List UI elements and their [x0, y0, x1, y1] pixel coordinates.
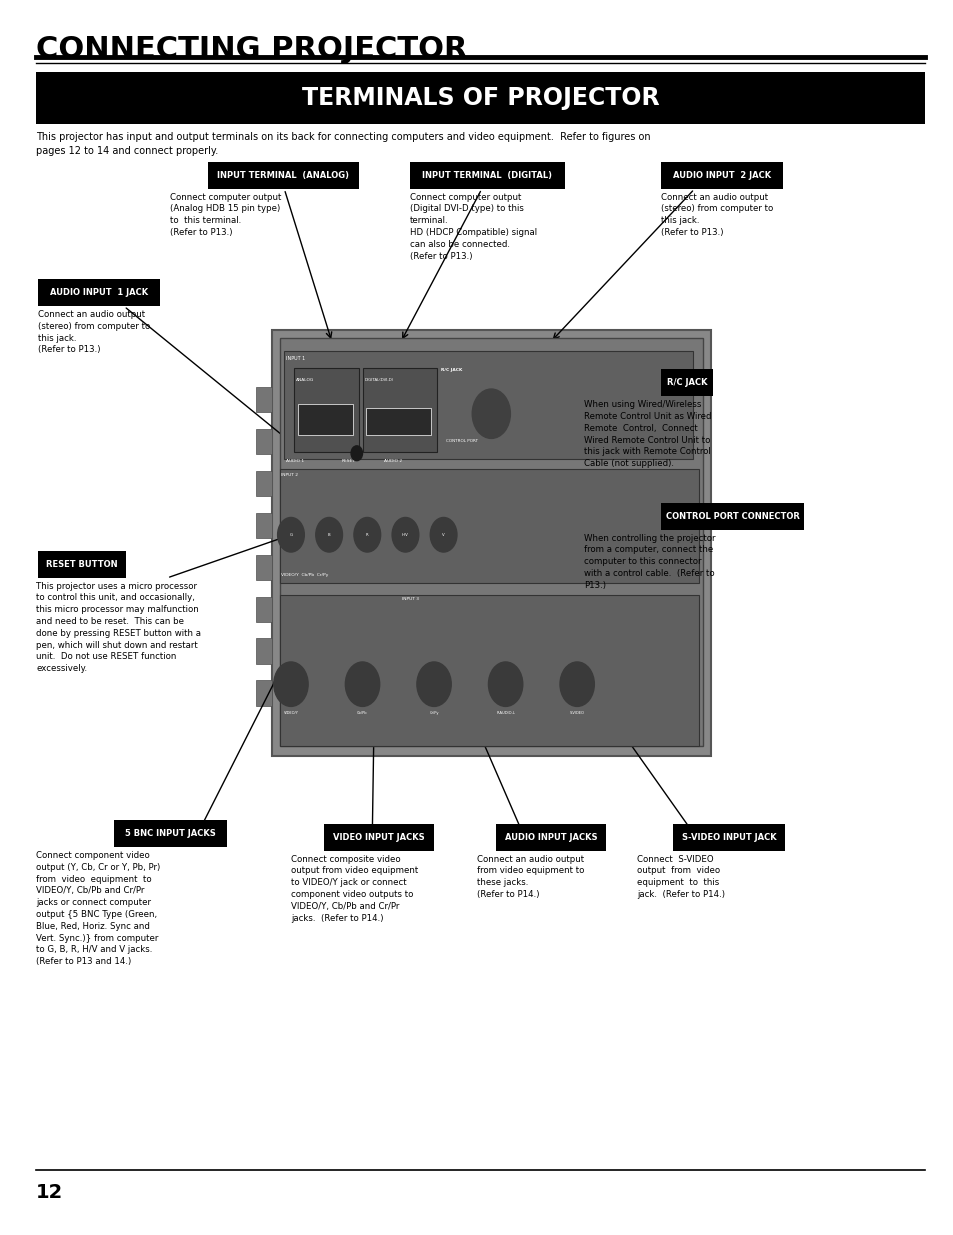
- Text: Connect composite video
output from video equipment
to VIDEO/Y jack or connect
c: Connect composite video output from vide…: [291, 855, 417, 923]
- Text: V: V: [442, 532, 444, 537]
- Circle shape: [345, 662, 379, 706]
- Bar: [255, 680, 272, 706]
- Text: R/C JACK: R/C JACK: [440, 368, 461, 373]
- Bar: [255, 387, 272, 412]
- Circle shape: [277, 517, 304, 552]
- Text: INPUT TERMINAL  (ANALOG): INPUT TERMINAL (ANALOG): [217, 170, 349, 180]
- Bar: [324, 824, 434, 851]
- Text: Connect component video
output (Y, Cb, Cr or Y, Pb, Pr)
from  video  equipment  : Connect component video output (Y, Cb, C…: [36, 851, 160, 966]
- Text: DIGITAL(DVI-D): DIGITAL(DVI-D): [364, 378, 394, 382]
- Text: B: B: [328, 532, 330, 537]
- Text: CONTROL PORT: CONTROL PORT: [446, 438, 478, 443]
- Text: AUDIO 2: AUDIO 2: [383, 459, 401, 463]
- Text: When using Wired/Wireless
Remote Control Unit as Wired
Remote  Control,  Connect: When using Wired/Wireless Remote Control…: [583, 400, 711, 468]
- Bar: [208, 162, 358, 189]
- Text: This projector uses a micro processor
to control this unit, and occasionally,
th: This projector uses a micro processor to…: [36, 582, 201, 673]
- Text: 12: 12: [36, 1183, 64, 1202]
- Circle shape: [488, 662, 522, 706]
- Bar: [255, 555, 272, 580]
- Text: Connect an audio output
(stereo) from computer to
this jack.
(Refer to P13.): Connect an audio output (stereo) from co…: [38, 310, 151, 354]
- Text: RESET: RESET: [341, 459, 355, 463]
- Circle shape: [274, 662, 308, 706]
- Bar: [255, 513, 272, 538]
- Circle shape: [315, 517, 342, 552]
- Bar: [362, 368, 436, 452]
- Bar: [660, 162, 782, 189]
- Text: Connect an audio output
(stereo) from computer to
this jack.
(Refer to P13.): Connect an audio output (stereo) from co…: [660, 193, 773, 237]
- Bar: [279, 469, 699, 583]
- Text: VIDEO/Y  Cb/Pb  Cr/Py: VIDEO/Y Cb/Pb Cr/Py: [281, 573, 329, 577]
- Text: AUDIO 1: AUDIO 1: [286, 459, 304, 463]
- Bar: [255, 638, 272, 664]
- Bar: [366, 408, 431, 435]
- Text: VIDEO/Y: VIDEO/Y: [283, 711, 298, 715]
- Text: CONTROL PORT CONNECTOR: CONTROL PORT CONNECTOR: [665, 511, 799, 521]
- Text: ANALOG: ANALOG: [295, 378, 314, 382]
- Bar: [38, 279, 160, 306]
- Bar: [279, 595, 699, 746]
- Text: S-VIDEO INPUT JACK: S-VIDEO INPUT JACK: [680, 832, 776, 842]
- Circle shape: [430, 517, 456, 552]
- Text: Connect computer output
(Analog HDB 15 pin type)
to  this terminal.
(Refer to P1: Connect computer output (Analog HDB 15 p…: [170, 193, 281, 237]
- Text: R-AUDIO-L: R-AUDIO-L: [496, 711, 515, 715]
- Bar: [36, 72, 924, 124]
- Text: Connect  S-VIDEO
output  from  video
equipment  to  this
jack.  (Refer to P14.): Connect S-VIDEO output from video equipm…: [637, 855, 724, 899]
- Circle shape: [559, 662, 594, 706]
- Text: When controlling the projector
from a computer, connect the
computer to this con: When controlling the projector from a co…: [583, 534, 715, 590]
- Bar: [38, 551, 126, 578]
- Text: INPUT 1: INPUT 1: [286, 356, 305, 361]
- Bar: [284, 351, 692, 459]
- Text: Cb/Pb: Cb/Pb: [356, 711, 368, 715]
- Bar: [672, 824, 784, 851]
- Text: INPUT 3: INPUT 3: [401, 597, 418, 601]
- Text: Connect computer output
(Digital DVI-D type) to this
terminal.
HD (HDCP Compatib: Connect computer output (Digital DVI-D t…: [410, 193, 537, 261]
- Text: TERMINALS OF PROJECTOR: TERMINALS OF PROJECTOR: [302, 85, 659, 110]
- Text: AUDIO INPUT  1 JACK: AUDIO INPUT 1 JACK: [51, 288, 148, 298]
- Bar: [255, 597, 272, 622]
- Text: Cr/Py: Cr/Py: [429, 711, 438, 715]
- Text: R/C JACK: R/C JACK: [666, 378, 706, 388]
- Bar: [660, 503, 803, 530]
- Text: RESET BUTTON: RESET BUTTON: [46, 559, 118, 569]
- Circle shape: [392, 517, 418, 552]
- Text: This projector has input and output terminals on its back for connecting compute: This projector has input and output term…: [36, 132, 650, 156]
- Text: AUDIO INPUT JACKS: AUDIO INPUT JACKS: [504, 832, 597, 842]
- Text: Connect an audio output
from video equipment to
these jacks.
(Refer to P14.): Connect an audio output from video equip…: [476, 855, 584, 899]
- Text: AUDIO INPUT  2 JACK: AUDIO INPUT 2 JACK: [673, 170, 770, 180]
- Text: VIDEO INPUT JACKS: VIDEO INPUT JACKS: [333, 832, 425, 842]
- Bar: [496, 824, 605, 851]
- Text: G: G: [289, 532, 293, 537]
- Text: R: R: [366, 532, 368, 537]
- Bar: [272, 330, 710, 756]
- Bar: [279, 338, 702, 746]
- Bar: [660, 369, 712, 396]
- Bar: [297, 404, 353, 435]
- Text: INPUT TERMINAL  (DIGITAL): INPUT TERMINAL (DIGITAL): [422, 170, 552, 180]
- Text: INPUT 2: INPUT 2: [281, 473, 298, 477]
- Bar: [255, 471, 272, 496]
- Bar: [410, 162, 564, 189]
- Circle shape: [416, 662, 451, 706]
- Circle shape: [351, 446, 362, 461]
- Bar: [255, 429, 272, 454]
- Text: H/V: H/V: [401, 532, 409, 537]
- Bar: [294, 368, 358, 452]
- Text: S-VIDEO: S-VIDEO: [569, 711, 584, 715]
- Bar: [114, 820, 227, 847]
- Text: CONNECTING PROJECTOR: CONNECTING PROJECTOR: [36, 35, 467, 63]
- Circle shape: [354, 517, 380, 552]
- Text: 5 BNC INPUT JACKS: 5 BNC INPUT JACKS: [125, 829, 216, 839]
- Circle shape: [472, 389, 510, 438]
